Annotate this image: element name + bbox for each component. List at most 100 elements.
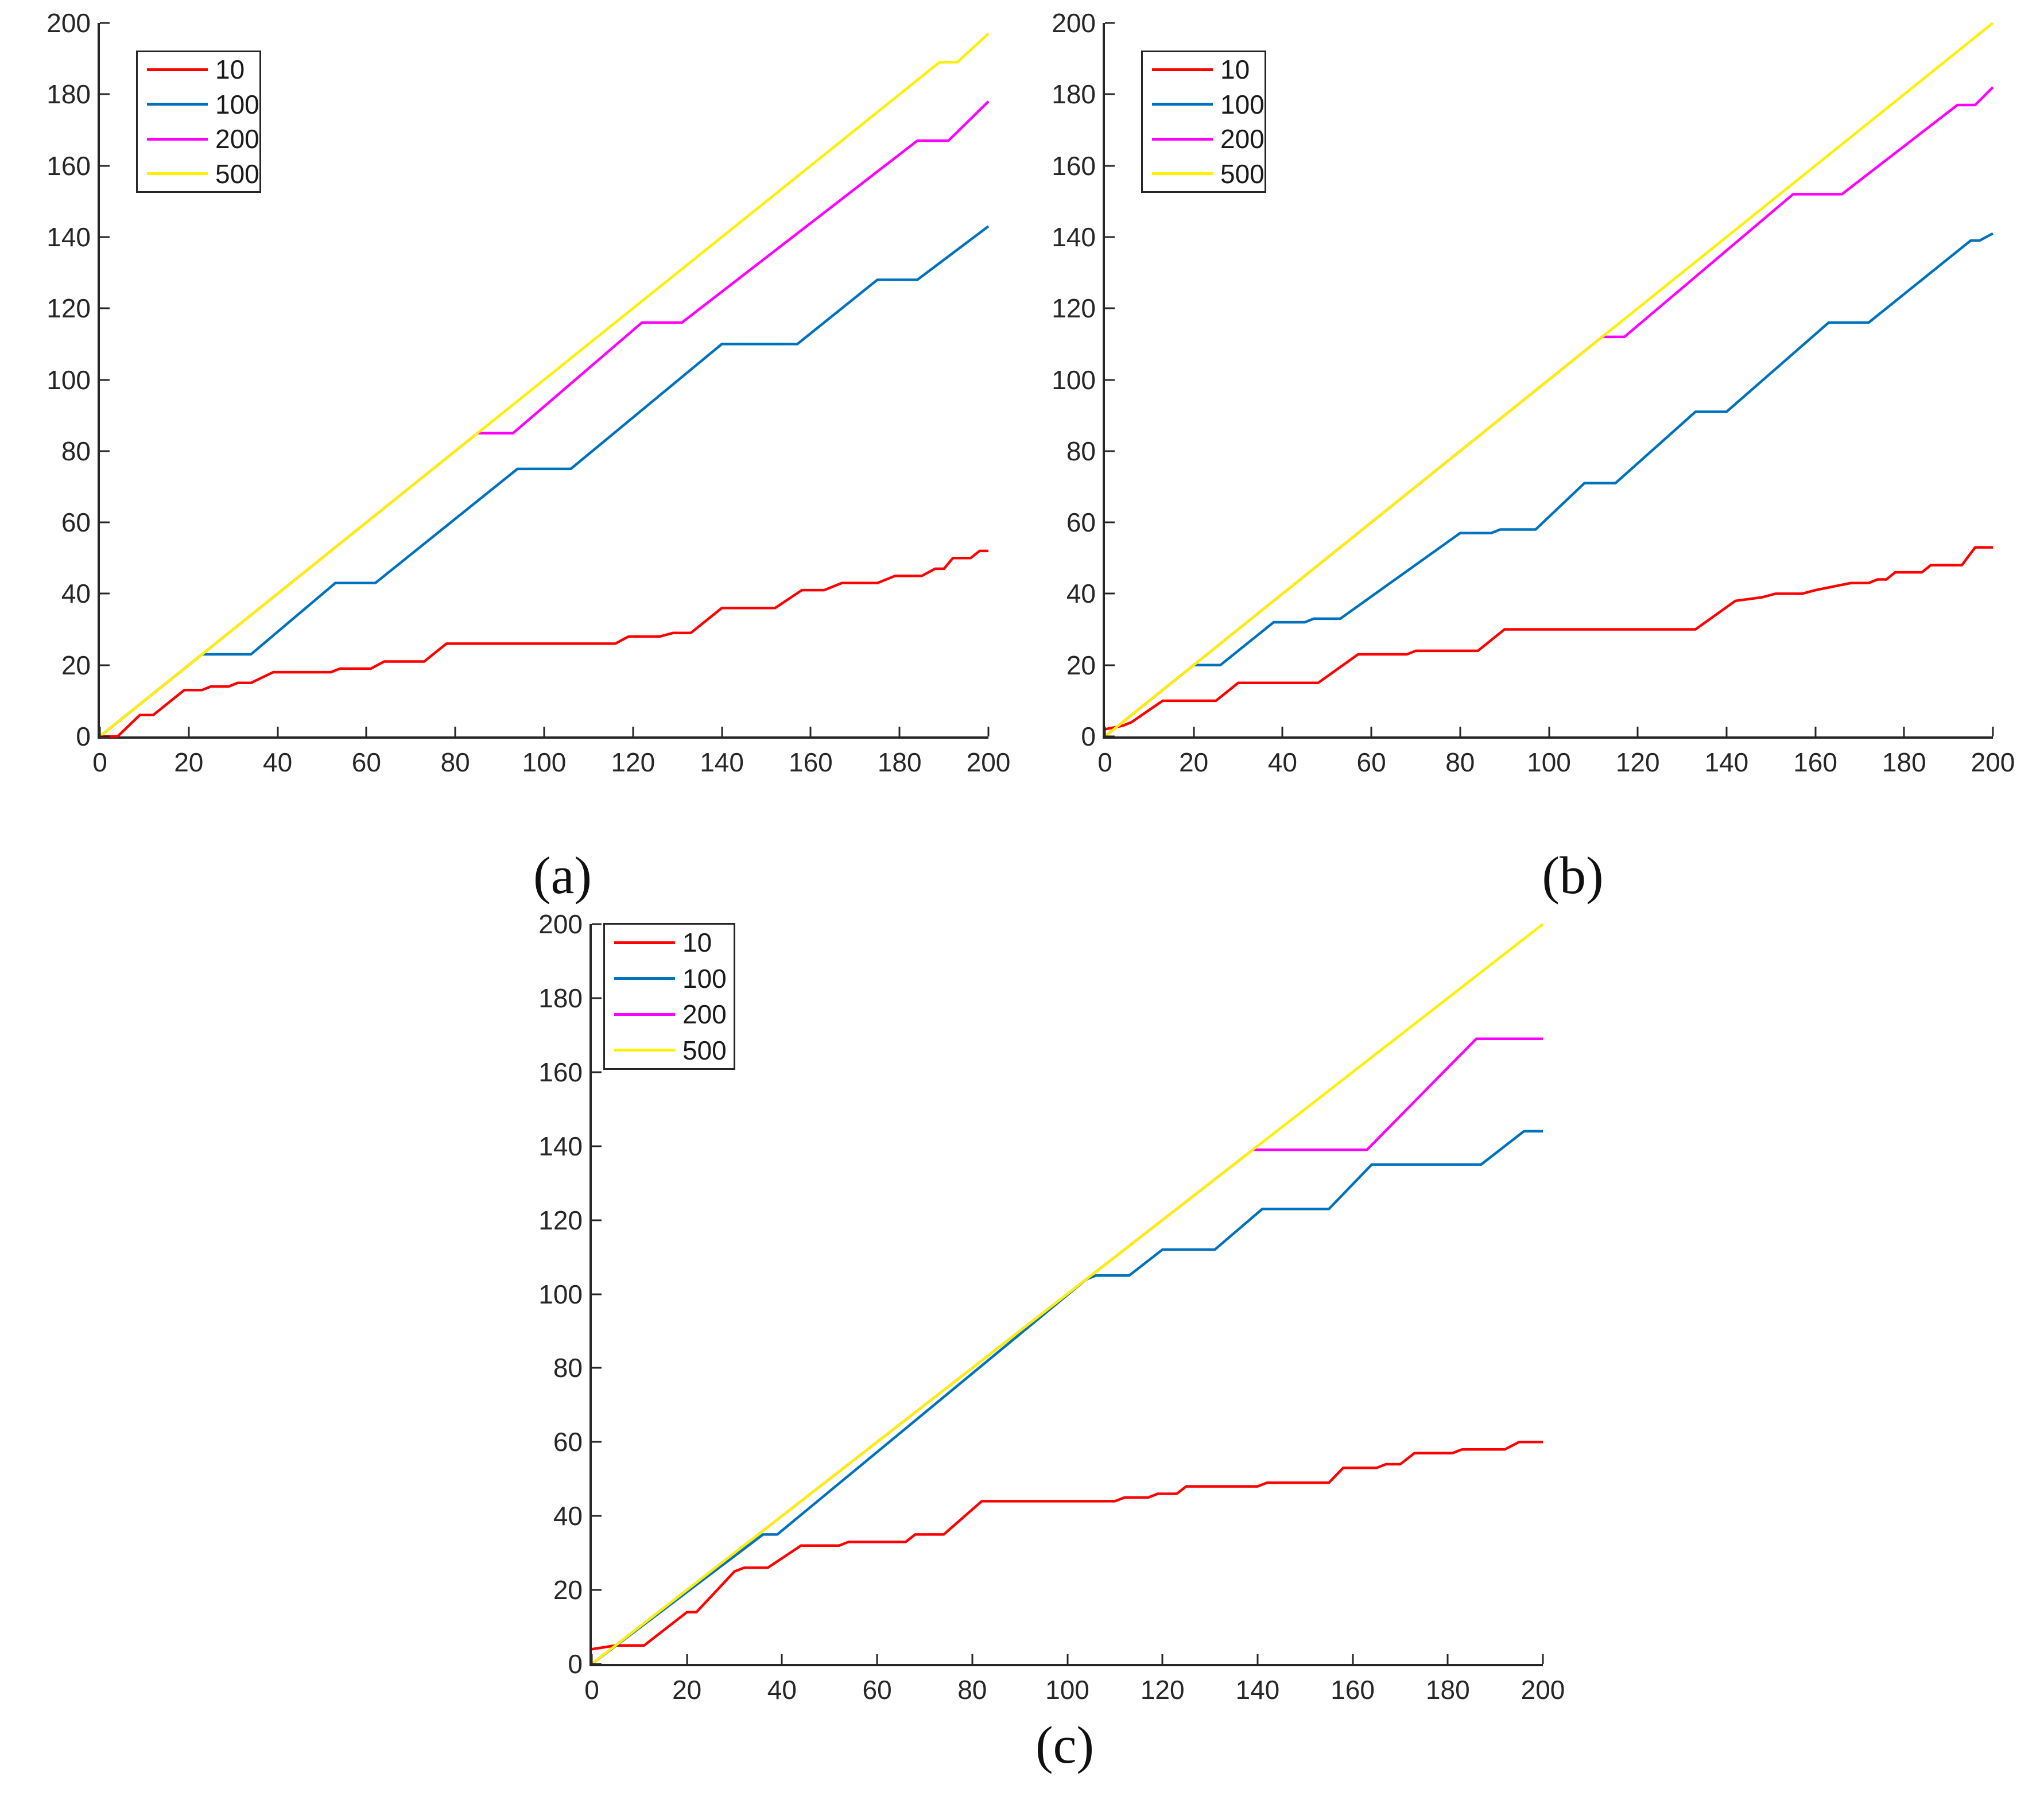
y-tick-mark xyxy=(592,1367,602,1369)
chart-c-canvas xyxy=(592,924,1543,1664)
y-tick-label: 180 xyxy=(538,983,583,1013)
y-tick-mark xyxy=(1105,93,1115,95)
x-tick-label: 60 xyxy=(1356,747,1386,777)
legend-line-swatch xyxy=(147,172,208,176)
x-tick-label: 0 xyxy=(1097,747,1112,777)
y-tick-mark xyxy=(1105,236,1115,238)
x-tick-mark xyxy=(1548,727,1550,736)
y-tick-label: 140 xyxy=(538,1131,583,1161)
x-tick-label: 20 xyxy=(672,1675,702,1705)
x-tick-mark xyxy=(1636,727,1639,736)
legend-item: 10 xyxy=(605,925,734,960)
legend-item: 100 xyxy=(1143,87,1265,122)
x-tick-mark xyxy=(1281,727,1283,736)
y-tick-label: 100 xyxy=(46,364,91,395)
legend-item: 500 xyxy=(1143,157,1265,191)
y-tick-label: 120 xyxy=(1052,293,1096,324)
x-tick-mark xyxy=(543,727,545,736)
x-tick-mark xyxy=(898,727,901,736)
y-tick-mark xyxy=(1105,307,1115,309)
y-tick-mark xyxy=(1105,735,1115,738)
y-tick-label: 80 xyxy=(1066,436,1096,466)
x-tick-mark xyxy=(1370,727,1372,736)
x-tick-label: 0 xyxy=(584,1675,599,1705)
x-tick-mark xyxy=(1104,727,1106,736)
y-tick-mark xyxy=(592,1293,602,1295)
legend-item-label: 10 xyxy=(1220,55,1250,85)
legend-item: 200 xyxy=(138,122,259,156)
x-tick-mark xyxy=(1903,727,1905,736)
y-tick-label: 0 xyxy=(1081,721,1096,751)
series-line-200 xyxy=(100,102,988,736)
legend-line-swatch xyxy=(1152,68,1213,71)
y-tick-mark xyxy=(592,1663,602,1665)
y-tick-label: 60 xyxy=(61,507,91,538)
x-tick-label: 160 xyxy=(789,747,833,777)
legend-line-swatch xyxy=(147,137,208,141)
x-tick-label: 140 xyxy=(1235,1675,1280,1705)
series-line-10 xyxy=(100,551,988,736)
x-tick-label: 100 xyxy=(1045,1675,1089,1705)
x-tick-label: 120 xyxy=(1615,747,1660,777)
y-tick-mark xyxy=(100,307,110,309)
x-tick-label: 180 xyxy=(1882,747,1926,777)
x-tick-mark xyxy=(1992,727,1994,736)
y-tick-label: 40 xyxy=(553,1501,583,1531)
y-tick-mark xyxy=(100,664,110,666)
legend-item-label: 500 xyxy=(682,1035,727,1065)
y-tick-mark xyxy=(592,1441,602,1443)
x-tick-label: 80 xyxy=(957,1675,987,1705)
y-tick-label: 200 xyxy=(46,8,91,38)
y-tick-mark xyxy=(1105,22,1115,24)
caption-c: (c) xyxy=(1035,1716,1095,1774)
x-tick-label: 200 xyxy=(1521,1675,1565,1705)
y-tick-label: 60 xyxy=(553,1427,583,1457)
x-tick-label: 60 xyxy=(862,1675,892,1705)
x-tick-mark xyxy=(454,727,456,736)
legend-item-label: 100 xyxy=(682,963,727,994)
legend-line-swatch xyxy=(614,941,675,944)
x-tick-mark xyxy=(686,1654,688,1664)
x-tick-label: 80 xyxy=(1445,747,1475,777)
series-line-100 xyxy=(100,226,988,736)
legend-line-swatch xyxy=(147,103,208,106)
y-tick-mark xyxy=(100,379,110,381)
legend-item-label: 100 xyxy=(1220,89,1265,119)
y-tick-label: 160 xyxy=(46,150,91,181)
caption-b: (b) xyxy=(1542,846,1604,905)
x-tick-mark xyxy=(721,727,723,736)
x-tick-label: 100 xyxy=(522,747,567,777)
legend-item-label: 500 xyxy=(215,158,259,189)
x-tick-label: 40 xyxy=(263,747,293,777)
legend-c: 10 100 200 500 xyxy=(603,923,735,1070)
y-tick-mark xyxy=(100,93,110,95)
y-tick-label: 0 xyxy=(76,721,91,751)
legend-line-swatch xyxy=(614,1013,675,1016)
legend-item: 200 xyxy=(605,997,734,1031)
legend-item: 500 xyxy=(605,1033,734,1068)
legend-item: 100 xyxy=(138,87,259,122)
legend-item-label: 200 xyxy=(215,124,259,154)
y-tick-mark xyxy=(592,1145,602,1147)
x-tick-mark xyxy=(1193,727,1195,736)
y-tick-mark xyxy=(1105,592,1115,595)
x-tick-label: 40 xyxy=(1267,747,1297,777)
legend-item-label: 200 xyxy=(1220,124,1265,154)
x-tick-mark xyxy=(365,727,367,736)
y-tick-mark xyxy=(1105,450,1115,452)
x-tick-label: 120 xyxy=(611,747,656,777)
legend-item-label: 200 xyxy=(682,999,727,1030)
y-tick-mark xyxy=(100,450,110,452)
x-tick-mark xyxy=(591,1654,593,1664)
series-line-200 xyxy=(1105,87,1993,736)
legend-item: 10 xyxy=(1143,52,1265,87)
x-tick-mark xyxy=(1725,727,1728,736)
x-tick-label: 20 xyxy=(174,747,204,777)
y-tick-mark xyxy=(592,997,602,999)
y-tick-mark xyxy=(100,521,110,523)
y-tick-mark xyxy=(1105,664,1115,666)
x-tick-label: 40 xyxy=(767,1675,797,1705)
legend-b: 10 100 200 500 xyxy=(1141,51,1266,193)
y-tick-label: 200 xyxy=(1052,8,1096,38)
